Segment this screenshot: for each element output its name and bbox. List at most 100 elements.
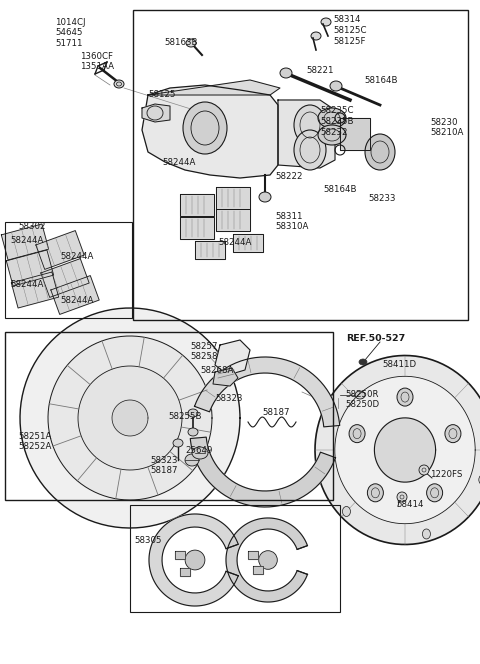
Polygon shape: [180, 217, 214, 239]
Polygon shape: [41, 258, 89, 297]
Ellipse shape: [259, 550, 277, 569]
Text: 58244A: 58244A: [10, 280, 43, 289]
Ellipse shape: [359, 359, 367, 365]
Text: 58323
58187: 58323 58187: [150, 456, 178, 475]
Polygon shape: [142, 104, 170, 122]
Ellipse shape: [280, 68, 292, 78]
Text: 58164B: 58164B: [323, 185, 357, 194]
Text: 58302: 58302: [18, 222, 46, 231]
Polygon shape: [213, 368, 238, 386]
Text: 58235C: 58235C: [320, 106, 353, 115]
Polygon shape: [12, 272, 59, 308]
Ellipse shape: [397, 388, 413, 406]
Polygon shape: [51, 276, 99, 314]
Polygon shape: [175, 551, 185, 559]
Ellipse shape: [185, 454, 199, 466]
Text: 58164B: 58164B: [364, 76, 397, 85]
Polygon shape: [226, 518, 308, 602]
Ellipse shape: [397, 492, 407, 502]
Text: 58244A: 58244A: [60, 252, 94, 261]
Text: 58233: 58233: [368, 194, 396, 203]
Text: 58235B: 58235B: [320, 117, 353, 126]
Ellipse shape: [422, 529, 431, 539]
Text: 58311
58310A: 58311 58310A: [275, 212, 308, 231]
Ellipse shape: [427, 484, 443, 502]
Ellipse shape: [445, 425, 461, 443]
Text: 58244A: 58244A: [60, 296, 94, 305]
Text: 58187: 58187: [262, 408, 289, 417]
Text: 25649: 25649: [185, 446, 212, 455]
Ellipse shape: [294, 130, 326, 170]
Polygon shape: [180, 194, 214, 216]
Ellipse shape: [183, 102, 227, 154]
Polygon shape: [335, 376, 475, 524]
Ellipse shape: [342, 507, 350, 517]
Text: 58125: 58125: [148, 90, 176, 99]
Bar: [5, 332, 333, 500]
Polygon shape: [233, 234, 263, 252]
Ellipse shape: [259, 192, 271, 202]
Text: 58268A: 58268A: [200, 366, 233, 375]
Ellipse shape: [188, 428, 198, 436]
Text: 58125C: 58125C: [333, 26, 367, 35]
Polygon shape: [20, 308, 240, 528]
Ellipse shape: [192, 447, 208, 459]
Text: 58163B: 58163B: [164, 38, 197, 47]
Polygon shape: [78, 366, 182, 470]
Ellipse shape: [188, 409, 198, 417]
Text: 58244A: 58244A: [10, 236, 43, 245]
Polygon shape: [248, 551, 258, 559]
Polygon shape: [112, 400, 148, 436]
Polygon shape: [215, 340, 250, 375]
Ellipse shape: [349, 425, 365, 443]
Polygon shape: [195, 241, 225, 259]
Ellipse shape: [419, 465, 429, 475]
Bar: [133, 10, 468, 320]
Ellipse shape: [186, 39, 196, 47]
Text: REF.50-527: REF.50-527: [346, 334, 405, 343]
Polygon shape: [190, 437, 336, 507]
Polygon shape: [1, 224, 48, 260]
Polygon shape: [180, 568, 190, 576]
Polygon shape: [340, 118, 370, 150]
Text: 58222: 58222: [275, 172, 302, 181]
Polygon shape: [36, 230, 84, 270]
Ellipse shape: [321, 18, 331, 26]
Polygon shape: [142, 85, 278, 178]
Ellipse shape: [367, 484, 384, 502]
Text: 1360CF
1351AA: 1360CF 1351AA: [80, 52, 114, 72]
Polygon shape: [216, 187, 250, 209]
Bar: [130, 505, 340, 612]
Ellipse shape: [173, 439, 183, 447]
Ellipse shape: [365, 134, 395, 170]
Ellipse shape: [355, 391, 365, 399]
Text: 58250R
58250D: 58250R 58250D: [345, 390, 379, 410]
Ellipse shape: [294, 105, 326, 145]
Text: 58232: 58232: [320, 128, 348, 137]
Text: 58305: 58305: [134, 536, 161, 545]
Text: 58323: 58323: [215, 394, 242, 403]
Polygon shape: [374, 418, 436, 482]
Text: 58314: 58314: [333, 15, 360, 24]
Text: 58221: 58221: [306, 66, 334, 75]
Ellipse shape: [318, 125, 346, 145]
Text: 58230
58210A: 58230 58210A: [430, 118, 463, 137]
Text: 58414: 58414: [396, 500, 423, 509]
Polygon shape: [253, 566, 263, 574]
Polygon shape: [216, 209, 250, 231]
Text: 58411D: 58411D: [382, 360, 416, 369]
Polygon shape: [194, 357, 340, 427]
Ellipse shape: [114, 80, 124, 88]
Polygon shape: [148, 80, 280, 95]
Polygon shape: [149, 514, 238, 606]
Ellipse shape: [311, 32, 321, 40]
Text: 58257
58258: 58257 58258: [190, 342, 217, 361]
Polygon shape: [48, 336, 212, 500]
Text: 58244A: 58244A: [218, 238, 252, 247]
Text: 58255B: 58255B: [168, 412, 202, 421]
Polygon shape: [278, 100, 335, 168]
Polygon shape: [315, 355, 480, 544]
Ellipse shape: [318, 108, 346, 128]
Text: 58244A: 58244A: [162, 158, 195, 167]
Ellipse shape: [479, 475, 480, 485]
